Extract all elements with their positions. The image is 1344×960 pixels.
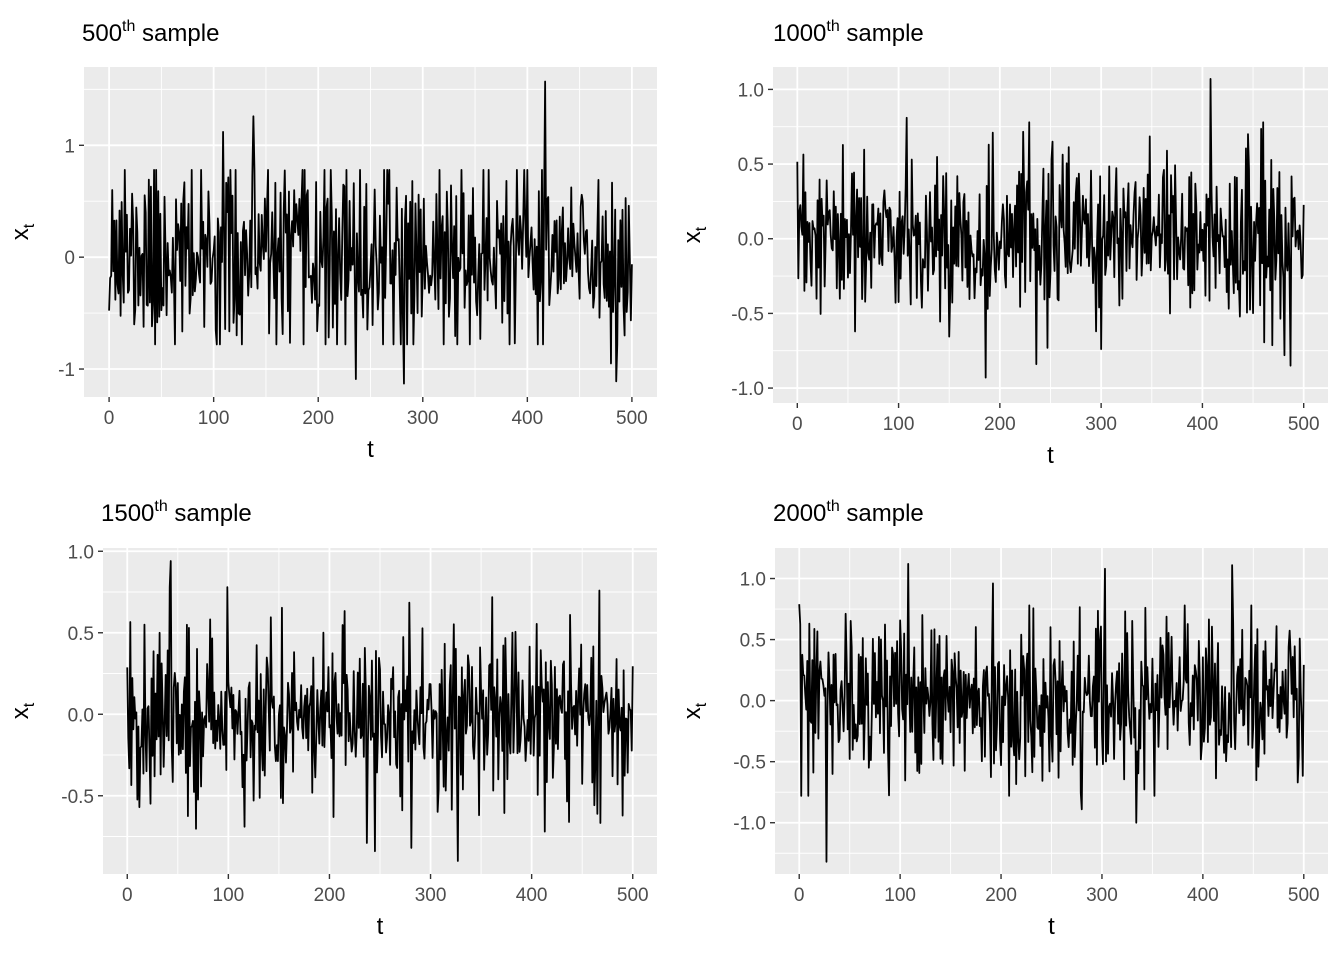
x-tick-label: 300 xyxy=(1085,414,1117,435)
panel-title-number: 1500 xyxy=(101,500,154,527)
panel-title: 2000th sample xyxy=(773,498,924,527)
x-axis-title: t xyxy=(1047,442,1054,469)
panel-title: 1500th sample xyxy=(101,498,252,527)
panel-title-superscript: th xyxy=(154,498,167,515)
y-axis-title-subscript: t xyxy=(693,226,710,231)
y-axis-title-subscript: t xyxy=(21,702,38,707)
y-axis-title-main: x xyxy=(679,231,706,243)
x-tick-label: 400 xyxy=(516,885,548,906)
chart-panel-1000th-sample: 0 100 200 300 400 500-1.0-0.50.00.51.0txt1000… xyxy=(679,18,1328,469)
y-tick-label: 0.5 xyxy=(68,624,94,645)
x-tick-label: 0 xyxy=(792,414,803,435)
x-tick-label: 0 xyxy=(794,885,805,906)
x-tick-label: 500 xyxy=(1288,885,1320,906)
y-tick-label: 0.5 xyxy=(738,155,764,176)
y-axis-title: xt xyxy=(7,223,38,240)
x-tick-label: 0 xyxy=(104,408,115,429)
y-tick-label: 1.0 xyxy=(68,542,94,563)
y-tick-label: 0.5 xyxy=(740,631,766,652)
x-tick-label: 200 xyxy=(314,885,346,906)
y-tick-label: 1.0 xyxy=(738,80,764,101)
x-tick-label: 0 xyxy=(122,885,133,906)
panel-title: 500th sample xyxy=(82,18,219,47)
series-line xyxy=(126,560,634,862)
y-tick-label: 0.0 xyxy=(740,692,766,713)
x-tick-label: 500 xyxy=(1288,414,1320,435)
panel-title-number: 500 xyxy=(82,20,122,47)
x-tick-label: 300 xyxy=(1086,885,1118,906)
y-axis-title: xt xyxy=(7,702,38,719)
x-axis-title: t xyxy=(377,913,384,940)
y-axis-title-subscript: t xyxy=(693,702,710,707)
x-tick-label: 200 xyxy=(984,414,1016,435)
y-tick-label: 0.0 xyxy=(738,230,764,251)
chart-panel-2000th-sample: 0 100 200 300 400 500-1.0-0.50.00.51.0txt2000… xyxy=(679,498,1328,940)
y-tick-label: -1.0 xyxy=(731,379,764,400)
x-axis-title: t xyxy=(367,436,374,463)
y-tick-label: -0.5 xyxy=(733,753,766,774)
y-axis-title-main: x xyxy=(679,707,706,719)
x-tick-label: 200 xyxy=(302,408,334,429)
x-tick-label: 400 xyxy=(1187,414,1219,435)
x-tick-label: 100 xyxy=(213,885,245,906)
y-axis-title: xt xyxy=(679,226,710,243)
panel-title-superscript: th xyxy=(826,18,839,35)
series-line xyxy=(796,78,1305,379)
x-tick-label: 400 xyxy=(1187,885,1219,906)
panel-title-rest: sample xyxy=(168,500,252,527)
x-tick-label: 300 xyxy=(407,408,439,429)
y-axis-title-main: x xyxy=(7,707,34,719)
y-tick-label: -0.5 xyxy=(61,787,94,808)
y-tick-label: -0.5 xyxy=(731,304,764,325)
panel-title-superscript: th xyxy=(826,498,839,515)
x-tick-label: 300 xyxy=(415,885,447,906)
series-line xyxy=(108,80,633,385)
y-tick-label: 1.0 xyxy=(740,570,766,591)
y-axis-title-main: x xyxy=(7,228,34,240)
panel-title-number: 1000 xyxy=(773,20,826,47)
x-tick-label: 100 xyxy=(884,885,916,906)
y-axis-title-subscript: t xyxy=(21,223,38,228)
x-tick-label: 400 xyxy=(511,408,543,429)
x-tick-label: 100 xyxy=(198,408,230,429)
panel-title-rest: sample xyxy=(840,500,924,527)
x-tick-label: 500 xyxy=(617,885,649,906)
y-tick-label: -1.0 xyxy=(733,814,766,835)
x-tick-label: 500 xyxy=(616,408,648,429)
y-tick-label: -1 xyxy=(58,360,75,381)
panel-title-rest: sample xyxy=(135,20,219,47)
series-line xyxy=(798,562,1305,863)
x-tick-label: 100 xyxy=(883,414,915,435)
panel-title-number: 2000 xyxy=(773,500,826,527)
y-tick-label: 0 xyxy=(64,248,75,269)
panel-title-rest: sample xyxy=(840,20,924,47)
x-axis-title: t xyxy=(1048,913,1055,940)
y-tick-label: 0.0 xyxy=(68,705,94,726)
panel-title: 1000th sample xyxy=(773,18,924,47)
y-axis-title: xt xyxy=(679,702,710,719)
x-tick-label: 200 xyxy=(985,885,1017,906)
panel-title-superscript: th xyxy=(122,18,135,35)
y-tick-label: 1 xyxy=(64,136,75,157)
